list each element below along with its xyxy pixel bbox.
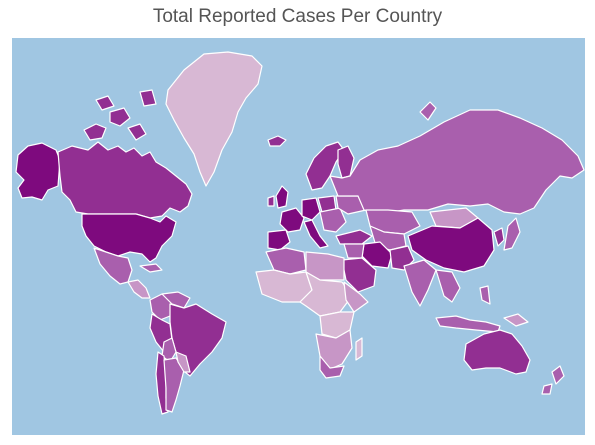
country-new-zealand[interactable] bbox=[541, 365, 565, 395]
country-mexico[interactable] bbox=[93, 247, 133, 285]
country-usa[interactable] bbox=[81, 213, 177, 263]
country-south-africa[interactable] bbox=[319, 355, 345, 379]
country-australia[interactable] bbox=[463, 329, 531, 375]
country-uk[interactable] bbox=[275, 185, 289, 209]
country-greenland[interactable] bbox=[165, 51, 263, 187]
country-madagascar[interactable] bbox=[355, 337, 363, 361]
country-philippines[interactable] bbox=[479, 285, 491, 305]
country-uruguay-paraguay[interactable] bbox=[175, 351, 191, 373]
country-horn-of-africa[interactable] bbox=[343, 281, 369, 313]
country-eastern-europe[interactable] bbox=[319, 207, 347, 233]
country-central-america[interactable] bbox=[127, 279, 151, 299]
country-iraq-syria[interactable] bbox=[343, 243, 365, 259]
country-papua-new-guinea[interactable] bbox=[503, 313, 529, 327]
country-novaya-zemlya[interactable] bbox=[419, 101, 437, 121]
world-choropleth-map bbox=[12, 38, 585, 435]
country-iceland[interactable] bbox=[267, 135, 287, 147]
country-russia[interactable] bbox=[329, 109, 585, 215]
country-ireland[interactable] bbox=[267, 195, 275, 207]
country-japan[interactable] bbox=[503, 217, 521, 251]
country-cuba[interactable] bbox=[139, 263, 163, 273]
country-venezuela[interactable] bbox=[161, 291, 191, 309]
country-canada-arctic-islands[interactable] bbox=[83, 89, 157, 141]
country-korea[interactable] bbox=[493, 227, 505, 247]
country-indonesia[interactable] bbox=[435, 315, 501, 333]
country-canada[interactable] bbox=[57, 141, 193, 219]
country-bolivia[interactable] bbox=[161, 337, 177, 363]
country-germany[interactable] bbox=[301, 197, 321, 221]
country-italy[interactable] bbox=[303, 219, 329, 249]
country-saudi-arabia[interactable] bbox=[341, 257, 377, 293]
country-southeast-asia[interactable] bbox=[435, 269, 461, 303]
country-india[interactable] bbox=[403, 259, 437, 307]
country-spain[interactable] bbox=[267, 229, 291, 251]
country-alaska[interactable] bbox=[15, 142, 61, 201]
country-turkey[interactable] bbox=[335, 229, 373, 245]
country-china[interactable] bbox=[407, 217, 495, 273]
map-title: Total Reported Cases Per Country bbox=[152, 6, 443, 27]
country-france[interactable] bbox=[279, 207, 305, 233]
